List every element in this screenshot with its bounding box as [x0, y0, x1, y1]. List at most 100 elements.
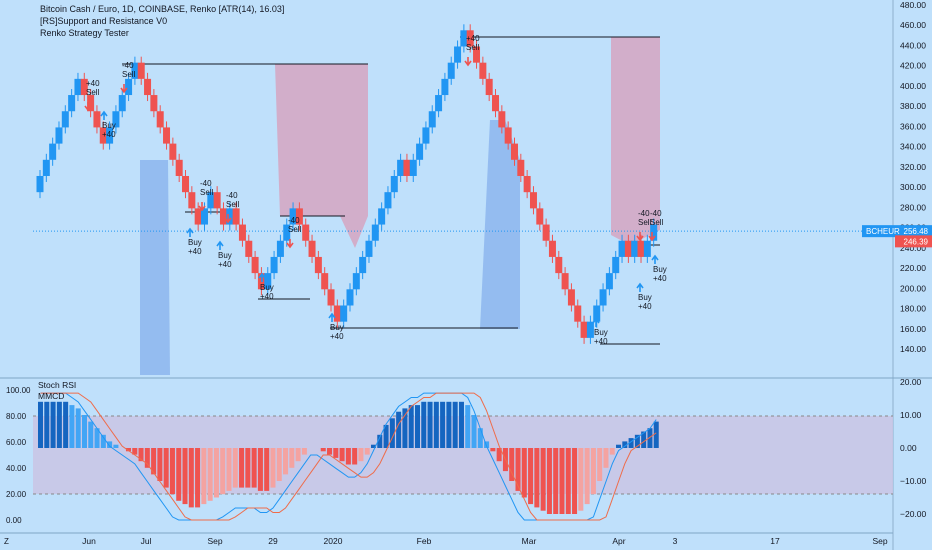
buy-arrow-icon — [258, 272, 266, 282]
histogram-bar — [226, 448, 232, 491]
histogram-bar — [634, 434, 640, 448]
signal-amount: +40 — [102, 130, 116, 139]
histogram-bar — [201, 448, 207, 505]
price-tick-label: 360.00 — [900, 121, 926, 131]
histogram-bar — [408, 405, 414, 448]
histogram-bar — [352, 448, 358, 465]
histogram-bar — [641, 431, 647, 448]
histogram-bar — [188, 448, 194, 508]
signal-amount: +40 — [330, 332, 344, 341]
stoch-d-line — [40, 392, 657, 521]
signal-label: Buy — [653, 265, 667, 274]
histogram-bar — [565, 448, 571, 514]
price-tick-label: 240.00 — [900, 243, 926, 253]
histogram-bar — [653, 421, 659, 448]
histogram-bar — [257, 448, 263, 491]
sell-arrow-icon — [648, 232, 656, 242]
histogram-bar — [597, 448, 603, 481]
price-tick-label: 160.00 — [900, 324, 926, 334]
histogram-bar — [377, 434, 383, 448]
histogram-bar — [169, 448, 175, 495]
signal-amount: +40 — [594, 337, 608, 346]
histogram-bar — [396, 411, 402, 448]
time-tick-label: Apr — [612, 536, 625, 546]
histogram-bar — [616, 444, 622, 448]
histogram-bar — [333, 448, 339, 458]
renko-bricks — [36, 24, 658, 344]
price-tick-label: 300.00 — [900, 182, 926, 192]
histogram-bar — [88, 421, 94, 448]
signal-amount: -40 — [226, 191, 238, 200]
time-tick-label: Feb — [417, 536, 432, 546]
oscillator-title: Stoch RSI — [38, 380, 76, 390]
histogram-bar — [276, 448, 282, 481]
histogram-bar — [609, 448, 615, 455]
price-badge-secondary — [895, 235, 932, 248]
price-tick-label: 200.00 — [900, 283, 926, 293]
histogram-bar — [63, 401, 69, 448]
price-tick-label: 140.00 — [900, 344, 926, 354]
price-badge-symbol: BCHEUR — [866, 227, 900, 236]
signal-amount: -40 — [650, 209, 662, 218]
histogram-bar — [528, 448, 534, 505]
histogram-bar — [446, 401, 452, 448]
signal-amount: +40 — [86, 79, 100, 88]
histogram-bar — [245, 448, 251, 488]
histogram-bar — [389, 418, 395, 448]
histogram-bar — [553, 448, 559, 514]
signal-label: Buy — [218, 251, 232, 260]
histogram-bar — [345, 448, 351, 465]
stoch-tick-label: 40.00 — [6, 464, 27, 473]
histogram-bar — [477, 428, 483, 448]
signal-amount: -40 — [200, 179, 212, 188]
histogram-bar — [383, 424, 389, 448]
signal-label: Buy — [188, 238, 202, 247]
price-tick-label: 460.00 — [900, 20, 926, 30]
histogram-bar — [176, 448, 182, 501]
signal-label: Buy — [330, 323, 344, 332]
sell-arrow-icon — [120, 84, 128, 94]
histogram-bar — [270, 448, 276, 488]
sell-arrow-icon — [636, 232, 644, 242]
signal-amount: +40 — [218, 260, 232, 269]
signal-label: Sell — [226, 200, 240, 209]
sell-arrow-icon — [198, 202, 206, 212]
histogram-bar — [151, 448, 157, 475]
time-tick-label: Jul — [141, 536, 152, 546]
histogram-bar — [465, 405, 471, 448]
price-badge-value: 256.48 — [904, 227, 929, 236]
histogram-bar — [94, 428, 100, 448]
histogram-bar — [69, 405, 75, 448]
stoch-tick-label: 100.00 — [6, 386, 31, 395]
signal-label: Sell — [638, 218, 652, 227]
buy-arrow-icon — [636, 282, 644, 292]
histogram-bar — [220, 448, 226, 495]
histogram-bar — [327, 448, 333, 455]
indicator-sr-label: [RS]Support and Resistance V0 — [40, 16, 168, 26]
price-tick-label: 180.00 — [900, 304, 926, 314]
histogram-bar — [584, 448, 590, 505]
signal-amount: -40 — [122, 61, 134, 70]
histogram-bar — [590, 448, 596, 495]
stoch-tick-label: 20.00 — [6, 490, 27, 499]
histogram-bar — [370, 444, 377, 448]
price-tick-label: 220.00 — [900, 263, 926, 273]
histogram-bar — [138, 448, 144, 462]
time-tick-label: 17 — [770, 536, 780, 546]
histogram-bar — [572, 448, 578, 514]
mmcd-tick-label: 20.00 — [900, 377, 922, 387]
mmcd-tick-label: −20.00 — [900, 509, 927, 519]
signal-amount: +40 — [466, 34, 480, 43]
tz-label: Z — [4, 537, 9, 546]
signal-label: Sell — [122, 70, 136, 79]
strategy-shading — [140, 37, 660, 375]
shade-region — [480, 120, 520, 329]
signal-label: Buy — [594, 328, 608, 337]
histogram-bar — [471, 415, 477, 448]
histogram-bar — [515, 448, 521, 491]
signal-label: Sell — [86, 88, 100, 97]
histogram-bar — [81, 415, 88, 448]
shade-region — [611, 37, 660, 245]
